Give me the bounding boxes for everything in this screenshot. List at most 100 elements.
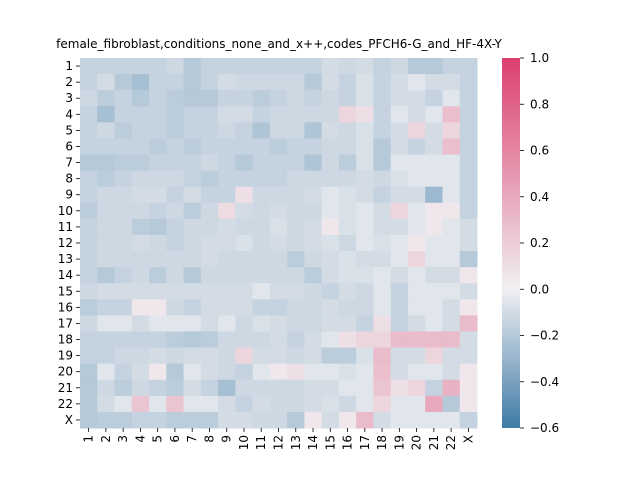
heatmap-cell [338, 234, 357, 252]
heatmap-cell [442, 395, 461, 413]
heatmap-cell [407, 74, 426, 91]
heatmap-cell [390, 331, 409, 349]
heatmap-cell [459, 379, 478, 397]
heatmap-cell [356, 283, 374, 300]
heatmap-cell [459, 283, 478, 300]
heatmap-cell [304, 251, 323, 268]
heatmap-cell [252, 122, 271, 139]
heatmap-cell [459, 138, 478, 156]
heatmap-cell [200, 267, 219, 284]
heatmap-cell [356, 122, 374, 139]
heatmap-cell [304, 315, 323, 332]
heatmap-cell [356, 363, 374, 381]
heatmap-cell [390, 315, 409, 332]
heatmap-cell [390, 347, 409, 365]
heatmap-cell [131, 106, 150, 123]
heatmap-cell [166, 106, 185, 123]
heatmap-cell [80, 395, 98, 413]
column-label: 12 [272, 435, 286, 450]
heatmap-cell [218, 395, 236, 413]
heatmap-cell [114, 106, 133, 123]
heatmap-cell [183, 315, 202, 332]
heatmap-cell [321, 138, 340, 156]
heatmap-cell [390, 106, 409, 123]
heatmap-cell [131, 170, 150, 188]
heatmap-cell [235, 299, 254, 316]
heatmap-cell [252, 379, 271, 397]
column-label: 11 [254, 435, 268, 450]
heatmap-cell [356, 186, 374, 204]
heatmap-cell [304, 170, 323, 188]
heatmap-cell [373, 74, 392, 91]
heatmap-cell [166, 218, 185, 236]
heatmap-cell [390, 363, 409, 381]
heatmap-cell [442, 283, 461, 300]
heatmap-cell [200, 106, 219, 123]
heatmap-cell [356, 267, 374, 284]
heatmap-cell [97, 347, 116, 365]
heatmap-cell [373, 170, 392, 188]
heatmap-cell [235, 331, 254, 349]
heatmap-cell [269, 154, 288, 172]
heatmap-cell [287, 331, 305, 349]
row-label: 6 [65, 139, 73, 153]
heatmap-cell [97, 138, 116, 156]
column-label: 4 [133, 435, 147, 443]
heatmap-cells [80, 58, 478, 429]
heatmap-cell [356, 234, 374, 252]
heatmap-cell [149, 299, 167, 316]
heatmap-cell [338, 218, 357, 236]
heatmap-cell [390, 411, 409, 429]
heatmap-cell [356, 202, 374, 220]
heatmap-cell [131, 411, 150, 429]
heatmap-cell [252, 411, 271, 429]
heatmap-cell [390, 218, 409, 236]
heatmap-cell [252, 331, 271, 349]
heatmap-cell [425, 234, 443, 252]
heatmap-cell [459, 218, 478, 236]
colorbar: −0.6 −0.4 −0.2 0.0 0.2 0.4 0.6 0.8 1.0 [502, 51, 559, 435]
heatmap-cell [442, 106, 461, 123]
heatmap-cell [80, 170, 98, 188]
heatmap-cell [183, 379, 202, 397]
heatmap-cell [425, 218, 443, 236]
heatmap-cell [304, 267, 323, 284]
row-label: 1 [65, 59, 73, 73]
heatmap-cell [131, 138, 150, 156]
heatmap-cell [80, 234, 98, 252]
heatmap-cell [459, 267, 478, 284]
heatmap-cell [425, 154, 443, 172]
heatmap-cell [442, 299, 461, 316]
heatmap-cell [390, 186, 409, 204]
heatmap-cell [235, 251, 254, 268]
heatmap-cell [131, 267, 150, 284]
heatmap-cell [200, 251, 219, 268]
heatmap-cell [407, 347, 426, 365]
heatmap-cell [200, 90, 219, 107]
heatmap-cell [235, 234, 254, 252]
heatmap-cell [390, 202, 409, 220]
heatmap-cell [131, 283, 150, 300]
heatmap-cell [321, 395, 340, 413]
heatmap-cell [407, 251, 426, 268]
heatmap-cell [166, 347, 185, 365]
heatmap-cell [373, 186, 392, 204]
heatmap-cell [338, 331, 357, 349]
heatmap-cell [114, 202, 133, 220]
heatmap-cell [97, 122, 116, 139]
row-label: 22 [58, 397, 73, 411]
heatmap-cell [287, 347, 305, 365]
heatmap-cell [459, 363, 478, 381]
column-label: 21 [427, 435, 441, 450]
heatmap-cell [338, 186, 357, 204]
heatmap-cell [80, 283, 98, 300]
heatmap-cell [114, 251, 133, 268]
heatmap-cell [149, 379, 167, 397]
heatmap-cell [166, 154, 185, 172]
heatmap-cell [304, 379, 323, 397]
heatmap-cell [407, 395, 426, 413]
heatmap-cell [321, 74, 340, 91]
heatmap-cell [390, 379, 409, 397]
heatmap-cell [390, 138, 409, 156]
heatmap-cell [390, 170, 409, 188]
